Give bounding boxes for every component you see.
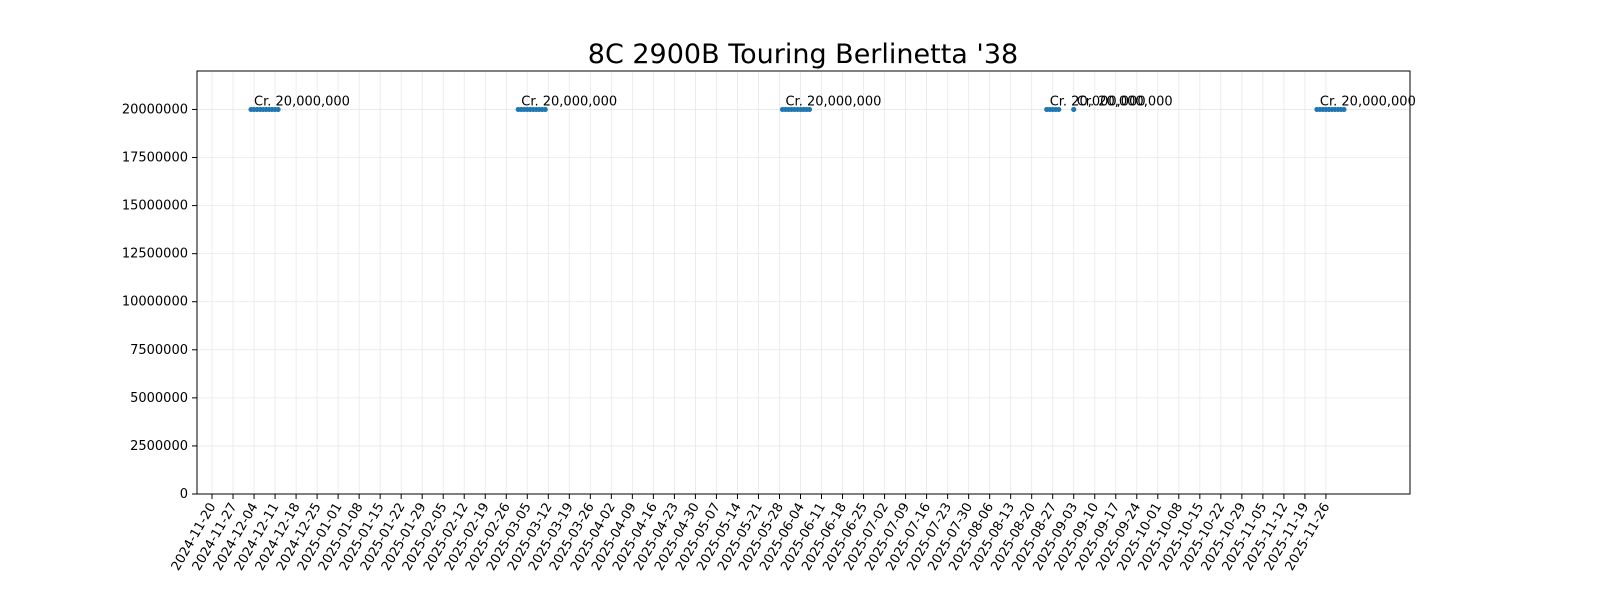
y-tick-label: 15000000	[122, 199, 188, 214]
points-layer	[248, 106, 1347, 113]
y-tick-label: 10000000	[122, 295, 188, 310]
y-tick-label: 17500000	[122, 151, 188, 166]
y-tick-label: 0	[180, 487, 188, 502]
grid-layer	[197, 71, 1410, 495]
y-axis: 0 2500000 5000000 7500000 10000000 12500000 15…	[122, 102, 197, 502]
data-point	[1056, 106, 1062, 113]
point-annotation: Cr. 20,000,000	[1077, 94, 1173, 109]
x-axis: 2024-11-202024-11-272024-12-042024-12-11…	[169, 494, 1333, 573]
plot-frame	[196, 70, 1411, 495]
point-annotation: Cr. 20,000,000	[1320, 94, 1416, 109]
data-point	[1341, 106, 1347, 113]
point-annotation: Cr. 20,000,000	[521, 94, 617, 109]
annotation-layer: Cr. 20,000,000 Cr. 20,000,000 Cr. 20,000,0…	[254, 94, 1416, 109]
y-tick-label: 5000000	[130, 391, 188, 406]
chart-title: 8C 2900B Touring Berlinetta '38	[588, 39, 1018, 70]
point-annotation: Cr. 20,000,000	[785, 94, 881, 109]
data-point	[806, 106, 813, 113]
y-tick-label: 7500000	[130, 343, 188, 358]
y-tick-label: 12500000	[122, 247, 188, 262]
data-point	[1071, 106, 1077, 113]
point-annotation: Cr. 20,000,000	[254, 94, 350, 109]
data-point	[542, 106, 548, 113]
point-annotation: Cr. 20,000,000	[1050, 94, 1146, 109]
data-point	[275, 106, 281, 113]
y-tick-label: 2500000	[130, 439, 188, 454]
y-tick-label: 20000000	[122, 102, 188, 117]
